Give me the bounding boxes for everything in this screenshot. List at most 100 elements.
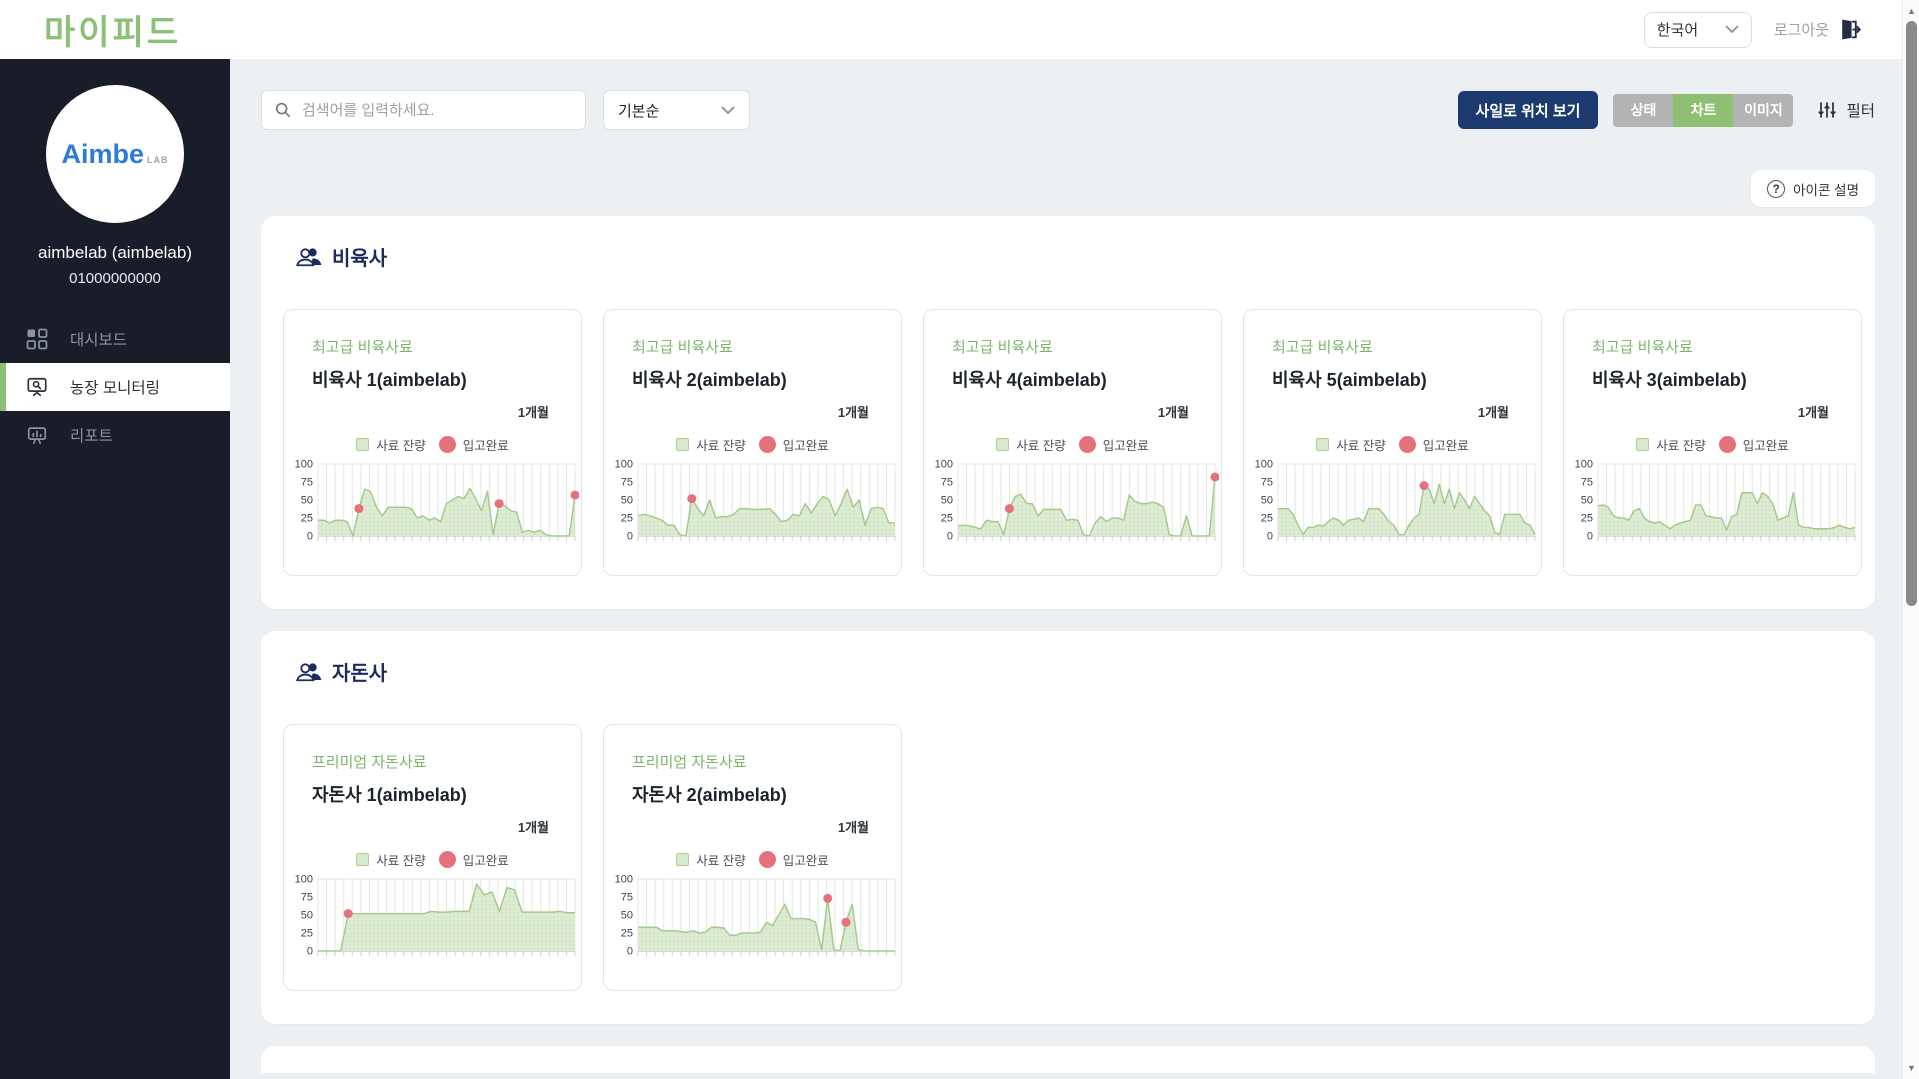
farm-card[interactable]: 프리미엄 자돈사료 자돈사 2(aimbelab) 1개월 사료 잔량 입고완료 100 7… xyxy=(603,724,902,991)
chart-wrap: 100 75 50 25 0 xyxy=(292,456,579,548)
feed-level-chart: 100 75 50 25 0 xyxy=(615,874,896,958)
logout-button[interactable]: 로그아웃 xyxy=(1774,17,1862,42)
scrollbar-up-arrow[interactable]: ▲ xyxy=(1907,6,1916,16)
feed-level-chart: 100 75 50 25 0 xyxy=(1575,459,1856,543)
arrival-dot xyxy=(354,504,364,514)
arrival-legend-swatch xyxy=(1398,436,1416,453)
app-logo: 마이피드 xyxy=(44,14,182,52)
svg-text:0: 0 xyxy=(627,531,633,543)
chart-wrap: 100 75 50 25 0 xyxy=(612,871,899,963)
arrival-dot xyxy=(494,499,504,509)
view-mode-segmented: 상태 차트 이미지 xyxy=(1613,93,1794,127)
feed-legend-label: 사료 잔량 xyxy=(1656,439,1706,453)
arrival-legend-label: 입고완료 xyxy=(462,439,509,453)
svg-text:75: 75 xyxy=(301,892,313,904)
silo-location-button[interactable]: 사일로 위치 보기 xyxy=(1457,91,1599,129)
view-mode-image[interactable]: 이미지 xyxy=(1733,93,1794,127)
arrival-legend-swatch xyxy=(758,436,776,453)
arrival-dot xyxy=(343,909,353,919)
icon-help-label: 아이콘 설명 xyxy=(1793,182,1859,198)
period-label: 1개월 xyxy=(517,405,549,420)
scrollbar: ▲ ▼ xyxy=(1902,0,1919,1079)
chart-wrap: 100 75 50 25 0 xyxy=(932,456,1219,548)
chart-wrap: 100 75 50 25 0 xyxy=(1252,456,1539,548)
feed-type-label: 프리미엄 자돈사료 xyxy=(632,754,747,771)
view-mode-status[interactable]: 상태 xyxy=(1613,93,1674,127)
chart-legend: 사료 잔량 입고완료 xyxy=(284,435,581,454)
arrival-dot xyxy=(687,494,697,504)
arrival-legend-label: 입고완료 xyxy=(782,854,829,868)
svg-text:75: 75 xyxy=(621,892,633,904)
chevron-down-icon xyxy=(721,106,735,115)
period-label: 1개월 xyxy=(517,820,549,835)
arrival-legend-swatch xyxy=(1718,436,1736,453)
feed-legend-swatch xyxy=(356,853,370,866)
feed-legend-label: 사료 잔량 xyxy=(376,439,426,453)
arrival-legend-label: 입고완료 xyxy=(782,439,829,453)
cards-row: 프리미엄 자돈사료 자돈사 1(aimbelab) 1개월 사료 잔량 입고완료 100 7… xyxy=(283,724,1853,991)
scrollbar-down-arrow[interactable]: ▼ xyxy=(1907,1063,1916,1073)
svg-text:25: 25 xyxy=(1581,513,1593,525)
arrival-dot xyxy=(1419,481,1429,491)
section-panel-partial xyxy=(261,1046,1875,1073)
chart-legend: 사료 잔량 입고완료 xyxy=(284,850,581,869)
svg-text:50: 50 xyxy=(941,495,953,507)
search-icon xyxy=(274,101,292,119)
arrival-legend-label: 입고완료 xyxy=(1742,439,1789,453)
svg-text:100: 100 xyxy=(1575,459,1593,471)
main-content: 기본순 사일로 위치 보기 상태 차트 이미지 필터 xyxy=(230,59,1902,1079)
chart-legend: 사료 잔량 입고완료 xyxy=(604,850,901,869)
filter-button[interactable]: 필터 xyxy=(1817,99,1875,121)
svg-text:75: 75 xyxy=(621,477,633,489)
view-mode-chart[interactable]: 차트 xyxy=(1673,93,1734,127)
sidebar-item-dashboard[interactable]: 대시보드 xyxy=(0,315,230,363)
farm-name: 자돈사 1(aimbelab) xyxy=(312,785,467,805)
section-title: 자돈사 xyxy=(332,663,388,685)
svg-text:50: 50 xyxy=(1581,495,1593,507)
feed-type-label: 프리미엄 자돈사료 xyxy=(312,754,427,771)
svg-text:100: 100 xyxy=(295,874,313,886)
feed-legend-swatch xyxy=(676,853,690,866)
svg-text:100: 100 xyxy=(615,459,633,471)
arrival-dot xyxy=(823,893,833,903)
arrival-legend-label: 입고완료 xyxy=(462,854,509,868)
svg-text:75: 75 xyxy=(1581,477,1593,489)
farm-card[interactable]: 최고급 비육사료 비육사 5(aimbelab) 1개월 사료 잔량 입고완료 100 75… xyxy=(1243,309,1542,576)
toolbar: 기본순 사일로 위치 보기 상태 차트 이미지 필터 xyxy=(261,90,1875,130)
farm-monitoring-icon xyxy=(26,376,48,398)
feed-level-chart: 100 75 50 25 0 xyxy=(935,459,1219,543)
arrival-legend-swatch xyxy=(1078,436,1096,453)
farm-name: 자돈사 2(aimbelab) xyxy=(632,785,787,805)
sidebar-item-label: 리포트 xyxy=(70,428,113,445)
feed-type-label: 최고급 비육사료 xyxy=(952,339,1053,356)
language-select[interactable]: 한국어 xyxy=(1643,11,1752,48)
chart-legend: 사료 잔량 입고완료 xyxy=(1564,435,1861,454)
svg-text:0: 0 xyxy=(307,946,313,958)
farm-card[interactable]: 최고급 비육사료 비육사 1(aimbelab) 1개월 사료 잔량 입고완료 100 75… xyxy=(283,309,582,576)
feed-type-label: 최고급 비육사료 xyxy=(1592,339,1693,356)
sidebar-item-farm-monitoring[interactable]: 농장 모니터링 xyxy=(0,363,230,411)
language-value: 한국어 xyxy=(1656,22,1699,39)
search-input[interactable] xyxy=(302,101,573,119)
svg-text:75: 75 xyxy=(941,477,953,489)
sort-select[interactable]: 기본순 xyxy=(603,90,750,130)
farm-card[interactable]: 최고급 비육사료 비육사 3(aimbelab) 1개월 사료 잔량 입고완료 100 75… xyxy=(1563,309,1862,576)
feed-legend-swatch xyxy=(676,438,690,451)
svg-text:100: 100 xyxy=(1255,459,1273,471)
scrollbar-thumb[interactable] xyxy=(1906,21,1917,606)
period-label: 1개월 xyxy=(1157,405,1189,420)
sidebar-item-report[interactable]: 리포트 xyxy=(0,411,230,459)
svg-text:0: 0 xyxy=(1267,531,1273,543)
feed-legend-swatch xyxy=(996,438,1010,451)
farm-card[interactable]: 최고급 비육사료 비육사 4(aimbelab) 1개월 사료 잔량 입고완료 100 75… xyxy=(923,309,1222,576)
section-header: 자돈사 xyxy=(296,657,1853,686)
svg-text:50: 50 xyxy=(301,495,313,507)
svg-text:100: 100 xyxy=(935,459,953,471)
farm-card[interactable]: 최고급 비육사료 비육사 2(aimbelab) 1개월 사료 잔량 입고완료 100 75… xyxy=(603,309,902,576)
icon-help-button[interactable]: ? 아이콘 설명 xyxy=(1751,170,1875,207)
section-title: 비육사 xyxy=(332,248,388,270)
sort-value: 기본순 xyxy=(618,102,660,120)
farm-name: 비육사 3(aimbelab) xyxy=(1592,370,1747,390)
